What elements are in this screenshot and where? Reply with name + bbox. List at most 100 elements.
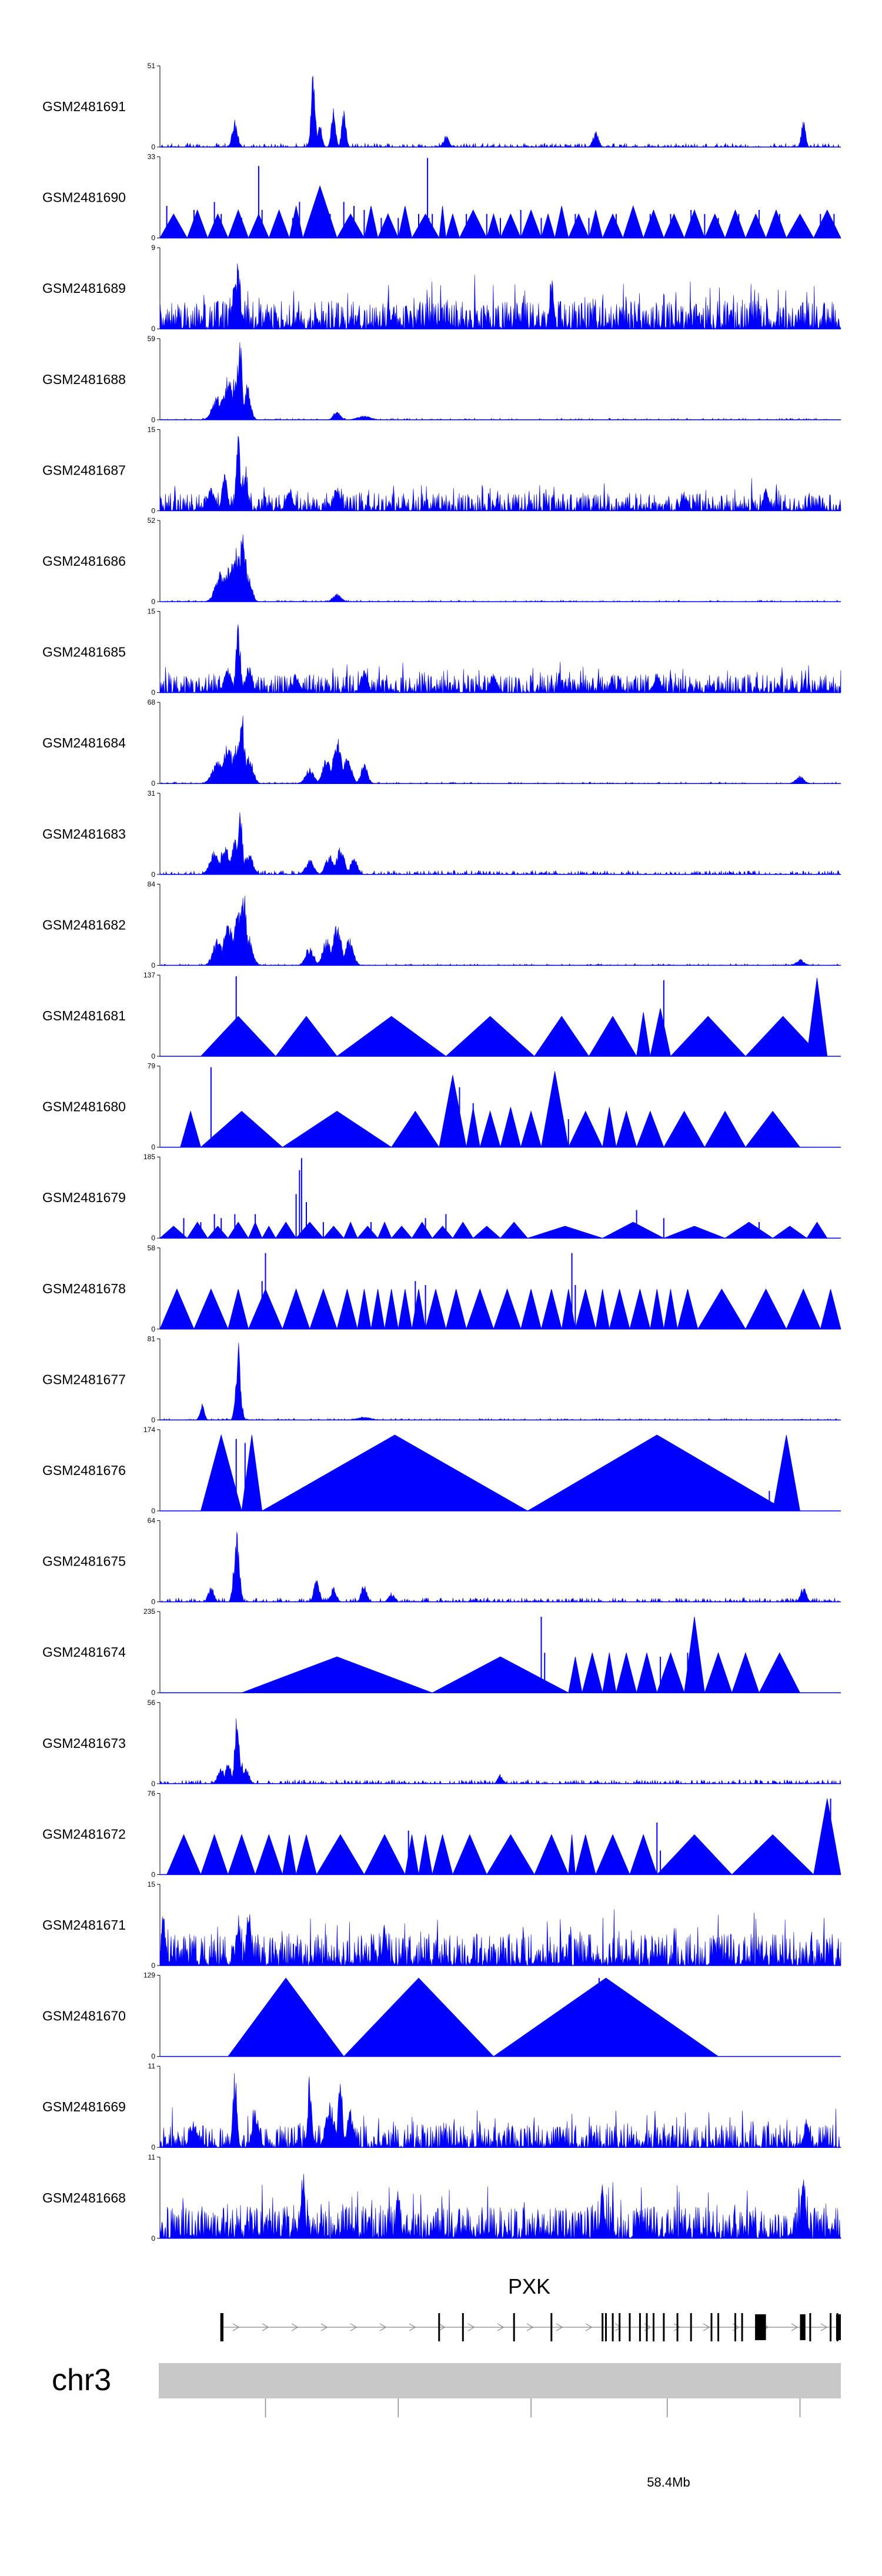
tracks-group: GSM2481691510GSM2481690330GSM248168990GS… [42, 62, 841, 2243]
track-GSM2481677: GSM2481677 81 0 [42, 1334, 841, 1424]
track-label: GSM2481675 [42, 1554, 126, 1569]
exon [602, 2313, 604, 2341]
coverage-triangle [159, 1288, 195, 1330]
y-tick-max-label: 52 [148, 516, 156, 525]
coverage-triangle [724, 1222, 774, 1239]
coverage-triangle [432, 1226, 453, 1239]
exon-block [755, 2314, 766, 2340]
exon [663, 2313, 665, 2341]
coverage-triangle [663, 1226, 726, 1239]
coverage-triangle [616, 1110, 637, 1147]
y-tick-max-label: 15 [148, 608, 156, 616]
coverage-triangle [520, 1289, 542, 1330]
coverage-triangle [602, 1653, 617, 1693]
track-GSM2481688: GSM2481688 59 0 [42, 335, 841, 424]
strand-arrow [585, 2323, 593, 2331]
y-tick-min-label: 0 [151, 416, 155, 424]
position-tick-label: 58.4Mb [647, 2475, 690, 2490]
gene-model: PXK [220, 2274, 841, 2341]
y-tick-min-label: 0 [151, 1870, 155, 1878]
exon [710, 2313, 713, 2341]
exon [550, 2313, 553, 2341]
coverage-area [159, 1719, 841, 1784]
exon-block [836, 2314, 841, 2340]
track-label: GSM2481668 [42, 2190, 126, 2205]
strand-arrow [350, 2323, 358, 2331]
track-label: GSM2481690 [42, 190, 126, 205]
coverage-triangle [574, 1289, 596, 1330]
y-tick-max-label: 59 [148, 335, 156, 343]
track-GSM2481690: GSM2481690 33 0 [42, 153, 841, 242]
coverage-triangle [684, 1616, 705, 1693]
y-tick-max-label: 11 [148, 2062, 156, 2070]
coverage-area [160, 76, 841, 148]
y-tick-min-label: 0 [151, 1780, 155, 1788]
y-tick-max-label: 31 [148, 789, 156, 798]
track-GSM2481673: GSM2481673 56 0 [42, 1699, 841, 1788]
coverage-triangle [166, 1834, 202, 1875]
coverage-triangle [241, 1656, 433, 1693]
coverage-triangle [602, 1222, 664, 1239]
exon [612, 2313, 614, 2341]
coverage-triangle [316, 1834, 365, 1875]
track-GSM2481683: GSM2481683 31 0 [42, 789, 841, 879]
coverage-triangle [534, 1834, 569, 1875]
y-tick-max-label: 137 [143, 971, 155, 979]
y-tick-max-label: 33 [148, 153, 156, 161]
coverage-triangle [582, 1653, 603, 1693]
coverage-triangle [772, 1434, 800, 1511]
coverage-triangle [228, 209, 249, 238]
coverage-triangle [568, 1110, 603, 1147]
coverage-triangle [180, 1110, 202, 1147]
y-tick-min-label: 0 [151, 1416, 155, 1424]
coverage-triangle [452, 1834, 487, 1875]
coverage-triangle [228, 1977, 345, 2057]
coverage-triangle [268, 209, 290, 238]
coverage-triangle [207, 213, 229, 238]
coverage-triangle [663, 1110, 706, 1147]
coverage-triangle [663, 213, 685, 238]
strand-arrow [703, 2323, 710, 2331]
coverage-triangle [574, 1834, 596, 1875]
track-label: GSM2481683 [42, 826, 126, 842]
coverage-triangle [390, 1226, 413, 1239]
coverage-area [159, 2073, 841, 2148]
coverage-triangle [636, 1653, 657, 1693]
y-tick-max-label: 58 [148, 1244, 156, 1252]
track-GSM2481691: GSM2481691 51 0 [42, 62, 841, 151]
track-GSM2481678: GSM2481678 58 0 [42, 1244, 841, 1333]
strand-arrow [262, 2323, 269, 2331]
y-tick-max-label: 79 [148, 1062, 156, 1070]
coverage-triangle [309, 1288, 338, 1330]
coverage-triangle [806, 1222, 828, 1239]
coverage-triangle [568, 1834, 576, 1875]
coverage-area [160, 1343, 841, 1421]
y-tick-max-label: 235 [143, 1607, 155, 1616]
coverage-triangle [561, 1289, 576, 1330]
track-GSM2481670: GSM2481670 129 0 [42, 1971, 841, 2061]
y-tick-min-label: 0 [151, 2053, 155, 2061]
coverage-triangle [704, 1651, 733, 1693]
track-GSM2481681: GSM2481681 137 0 [42, 971, 841, 1060]
coverage-triangle [500, 1222, 529, 1239]
y-tick-min-label: 0 [151, 143, 155, 151]
y-tick-max-label: 174 [143, 1426, 155, 1434]
track-label: GSM2481671 [42, 1917, 126, 1933]
coverage-triangle [540, 1289, 562, 1330]
exon [830, 2313, 832, 2341]
coverage-triangle [370, 1289, 385, 1330]
track-GSM2481675: GSM2481675 64 0 [42, 1517, 841, 1606]
exon [438, 2313, 440, 2341]
coverage-triangle [363, 1834, 406, 1875]
track-label: GSM2481682 [42, 917, 126, 932]
coverage-triangle [643, 209, 664, 238]
coverage-triangle [390, 1110, 440, 1147]
coverage-triangle [526, 1434, 787, 1511]
coverage-triangle [595, 1289, 610, 1330]
track-GSM2481674: GSM2481674 235 0 [42, 1607, 841, 1697]
coverage-triangle [357, 1289, 372, 1330]
y-tick-min-label: 0 [151, 234, 155, 242]
coverage-triangle [459, 209, 487, 238]
coverage-triangle [439, 1075, 467, 1147]
coverage-triangle [731, 1651, 760, 1693]
